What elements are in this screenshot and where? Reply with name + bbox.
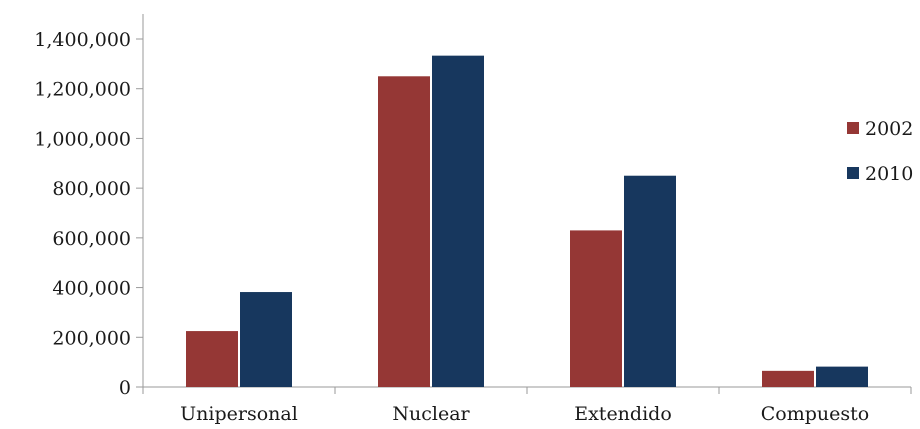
bar-2010-nuclear: [432, 55, 484, 387]
y-tick-label: 800,000: [52, 178, 131, 200]
bar-2002-unipersonal: [186, 331, 238, 387]
y-tick-label: 400,000: [52, 278, 131, 300]
category-label: Unipersonal: [180, 403, 298, 425]
bar-2010-compuesto: [816, 366, 868, 387]
legend-swatch: [847, 167, 859, 179]
bars: [186, 55, 868, 388]
legend: 2002 2010: [847, 118, 913, 185]
y-tick-label: 1,000,000: [34, 128, 131, 150]
category-label: Extendido: [574, 403, 672, 425]
bar-2010-extendido: [624, 175, 676, 387]
y-tick-label: 0: [119, 377, 131, 399]
category-label: Compuesto: [761, 403, 869, 425]
bar-2010-unipersonal: [240, 292, 292, 387]
y-tick-label: 1,200,000: [34, 79, 131, 101]
y-tick-label: 600,000: [52, 228, 131, 250]
bar-2002-extendido: [570, 230, 622, 387]
bar-2002-compuesto: [762, 370, 814, 387]
y-tick-label: 200,000: [52, 327, 131, 349]
legend-label: 2002: [865, 118, 913, 140]
legend-label: 2010: [865, 163, 913, 185]
y-tick-label: 1,400,000: [34, 29, 131, 51]
legend-swatch: [847, 122, 859, 134]
bar-2002-nuclear: [378, 76, 430, 388]
x-axis: Unipersonal Nuclear Extendido Compuesto: [142, 386, 912, 425]
category-label: Nuclear: [392, 403, 470, 425]
y-axis: 0 200,000 400,000 600,000 800,000 1,000,000 1,…: [34, 14, 144, 399]
